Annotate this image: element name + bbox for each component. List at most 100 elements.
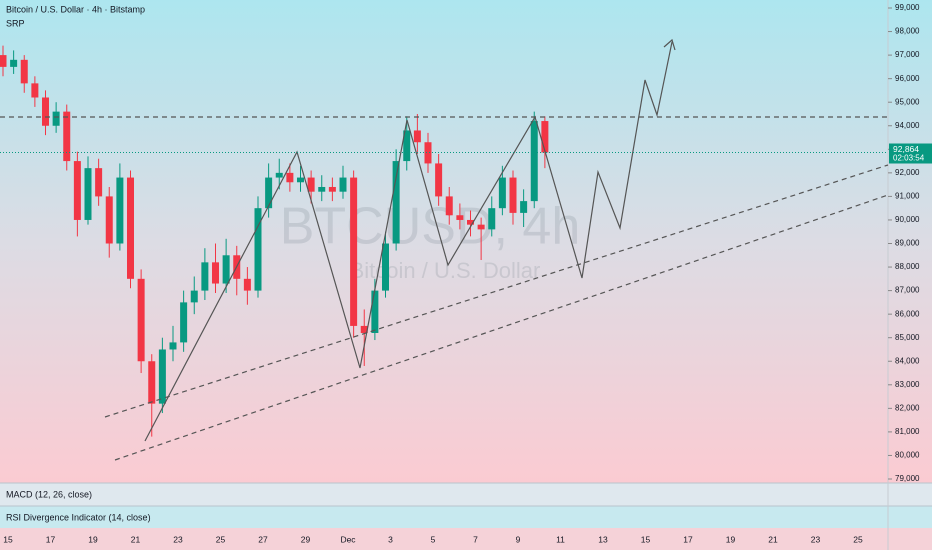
candle-body xyxy=(371,290,379,333)
candle-body xyxy=(339,177,347,192)
y-tick-label: 81,000 xyxy=(895,427,920,436)
candle-body xyxy=(530,121,538,202)
candle-body xyxy=(169,342,177,350)
candle-body xyxy=(286,172,294,183)
candle-body xyxy=(222,255,230,284)
y-tick-label: 99,000 xyxy=(895,3,920,12)
candle-body xyxy=(498,177,506,209)
x-tick-label: 25 xyxy=(216,534,226,544)
candle-body xyxy=(201,262,209,291)
x-tick-label: 19 xyxy=(726,534,736,544)
candle-body xyxy=(105,196,113,244)
candle-body xyxy=(360,325,368,333)
candle-body xyxy=(328,186,336,192)
y-tick-label: 92,000 xyxy=(895,168,920,177)
y-tick-label: 90,000 xyxy=(895,215,920,224)
x-tick-label: 5 xyxy=(431,534,436,544)
candle-body xyxy=(127,177,134,279)
candle-body xyxy=(10,59,18,67)
x-tick-label: 11 xyxy=(556,534,565,544)
candle-body xyxy=(318,186,326,192)
candle-body xyxy=(435,163,443,197)
candle-body xyxy=(42,97,49,126)
countdown: 02:03:54 xyxy=(893,154,925,163)
trend-line xyxy=(104,164,889,418)
candle-body xyxy=(20,59,28,84)
candle-body xyxy=(63,111,71,162)
candle-body xyxy=(297,177,304,183)
y-tick-label: 86,000 xyxy=(895,309,920,318)
candle-body xyxy=(275,172,283,178)
candle-body xyxy=(158,349,166,404)
watermark: BTCUSD, 4h xyxy=(280,198,581,256)
candle-body xyxy=(116,177,124,244)
rsi-pane xyxy=(0,506,932,528)
x-tick-label: 19 xyxy=(88,534,98,544)
candle-body xyxy=(456,215,464,220)
candle-body xyxy=(265,177,273,209)
x-tick-label: 29 xyxy=(301,534,311,544)
candle-body xyxy=(350,177,358,326)
x-tick-label: 13 xyxy=(598,534,608,544)
candle-body xyxy=(403,130,411,162)
candle-body xyxy=(243,278,251,291)
candle-body xyxy=(52,111,60,126)
macd-pane xyxy=(0,483,932,506)
candle-body xyxy=(190,290,198,303)
candle-body xyxy=(413,130,421,143)
candle-body xyxy=(392,161,400,244)
y-tick-label: 82,000 xyxy=(895,403,920,412)
time-axis xyxy=(0,528,932,550)
y-tick-label: 80,000 xyxy=(895,451,920,460)
candle-body xyxy=(31,83,39,98)
candle-body xyxy=(212,262,219,284)
y-tick-label: 89,000 xyxy=(895,239,920,248)
y-tick-label: 91,000 xyxy=(895,192,920,201)
y-tick-label: 98,000 xyxy=(895,27,920,36)
y-tick-label: 96,000 xyxy=(895,74,920,83)
candle-body xyxy=(488,208,496,230)
arrow-head xyxy=(663,38,676,51)
pane-label: MACD (12, 26, close) xyxy=(6,489,92,499)
x-tick-label: 25 xyxy=(853,534,863,544)
x-tick-label: 17 xyxy=(46,534,56,544)
x-tick-label: 23 xyxy=(811,534,821,544)
candle-body xyxy=(541,121,549,153)
candle-body xyxy=(73,161,81,220)
candles xyxy=(0,45,549,437)
candle-body xyxy=(467,219,474,225)
candle-body xyxy=(307,177,315,192)
x-tick-label: 17 xyxy=(683,534,693,544)
candle-body xyxy=(84,168,92,220)
y-tick-label: 88,000 xyxy=(895,262,920,271)
candle-body xyxy=(445,196,453,216)
plot-background xyxy=(0,0,932,483)
candle-body xyxy=(254,208,262,291)
y-tick-label: 85,000 xyxy=(895,333,920,342)
projection-path xyxy=(144,41,673,442)
x-tick-label: Dec xyxy=(340,534,356,544)
candle-body xyxy=(509,177,517,213)
candle-body xyxy=(520,201,528,213)
last-price-label: 92,864 xyxy=(893,144,919,154)
x-tick-label: 23 xyxy=(173,534,183,544)
watermark-subtitle: Bitcoin / U.S. Dollar xyxy=(350,258,541,283)
indicator-label: SRP xyxy=(6,18,25,28)
y-tick-label: 84,000 xyxy=(895,356,920,365)
candle-body xyxy=(424,142,432,164)
x-tick-label: 9 xyxy=(516,534,521,544)
x-tick-label: 15 xyxy=(641,534,651,544)
x-tick-label: 3 xyxy=(388,534,393,544)
x-tick-label: 27 xyxy=(258,534,268,544)
x-tick-label: 15 xyxy=(3,534,13,544)
y-tick-label: 87,000 xyxy=(895,286,920,295)
candle-body xyxy=(148,361,156,404)
y-tick-label: 95,000 xyxy=(895,97,920,106)
candle-body xyxy=(137,278,145,362)
y-tick-label: 97,000 xyxy=(895,50,920,59)
x-tick-label: 21 xyxy=(131,534,141,544)
x-tick-label: 7 xyxy=(473,534,478,544)
pane-label: RSI Divergence Indicator (14, close) xyxy=(6,512,151,522)
